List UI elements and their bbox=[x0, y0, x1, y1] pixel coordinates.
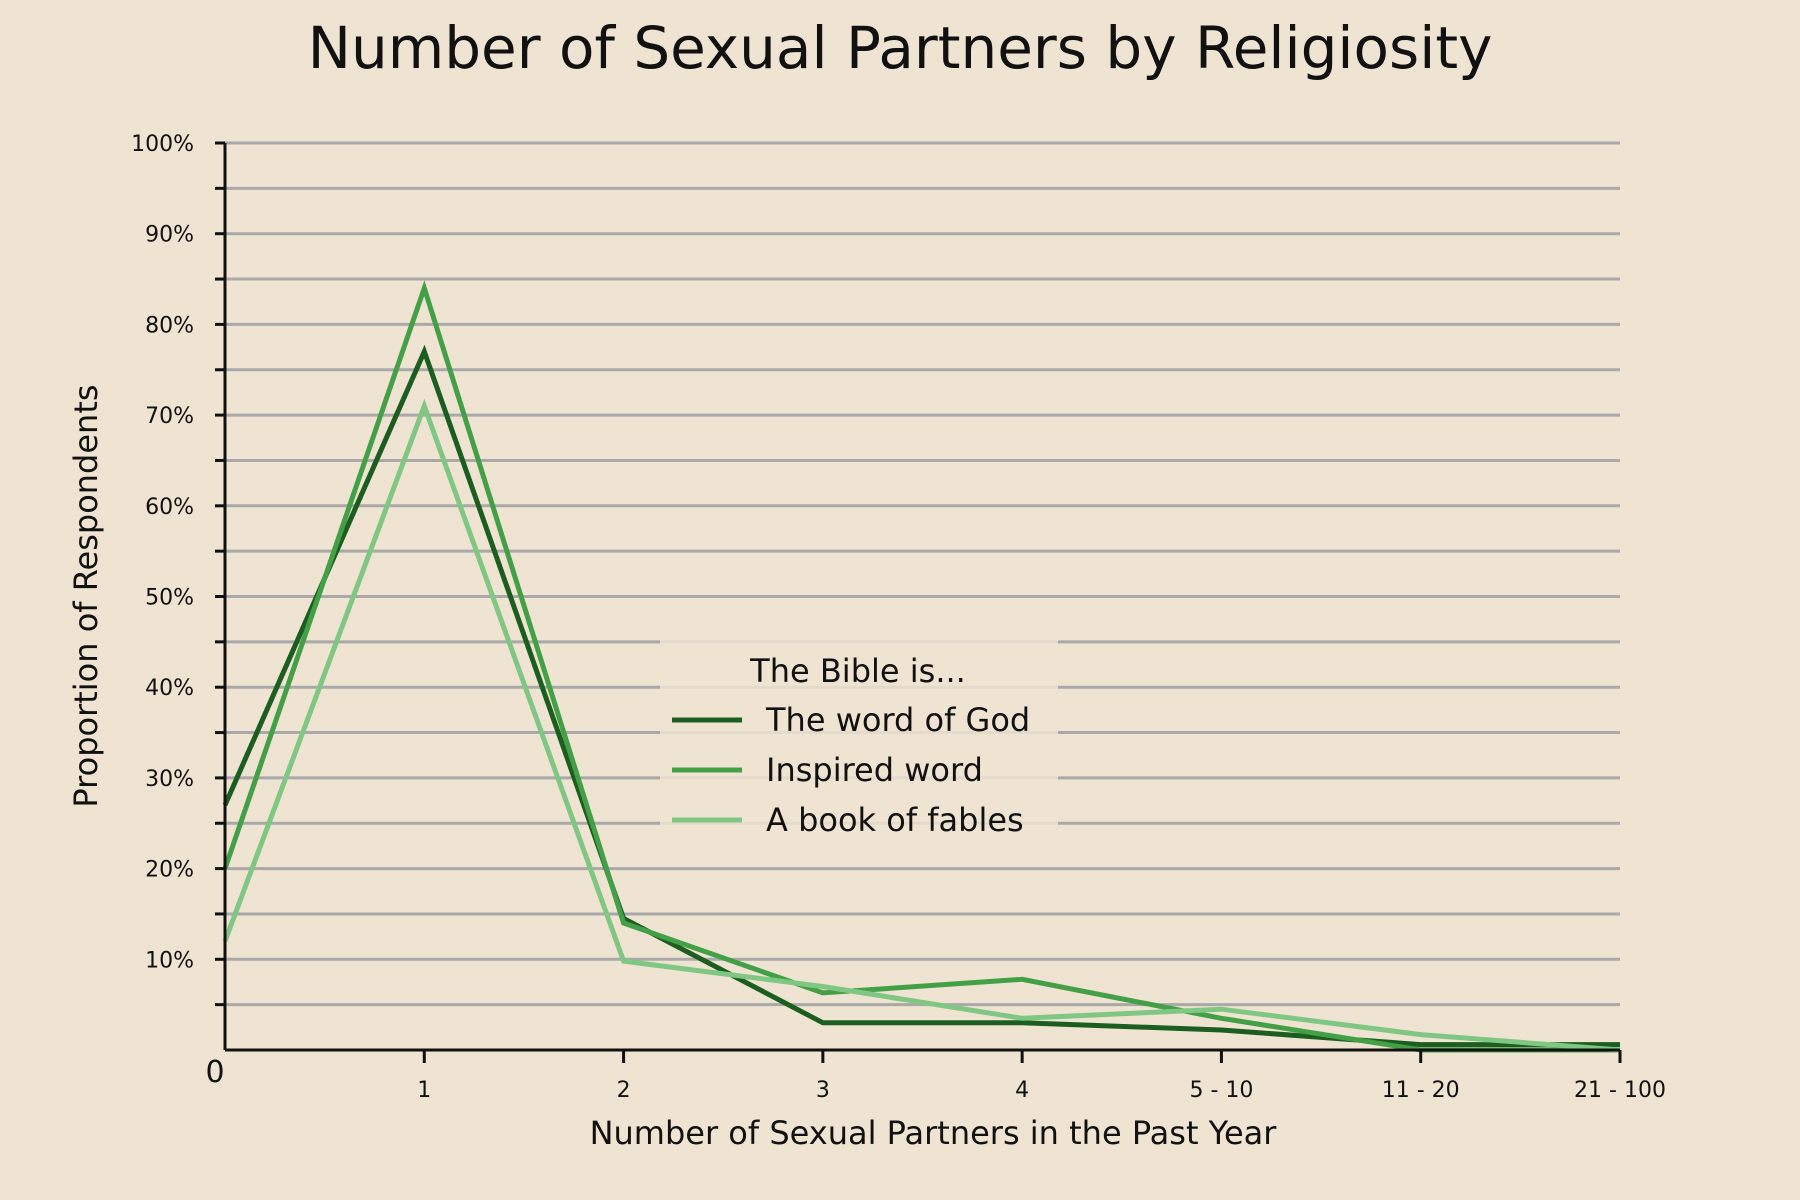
y-tick-label: 10% bbox=[145, 948, 194, 973]
series-line-3 bbox=[222, 398, 1621, 1053]
x-tick-label: 21 - 100 bbox=[1574, 1078, 1666, 1103]
axis-ticks: 10% 20% 30% 40% 50% 60% 70% 80% 90% 100% 1 2 3 4 5 - 1… bbox=[131, 132, 1666, 1103]
legend-label: A book of fables bbox=[766, 801, 1024, 839]
y-tick-label: 40% bbox=[145, 676, 194, 701]
legend-box bbox=[660, 640, 1058, 852]
x-tick-label: 5 - 10 bbox=[1189, 1078, 1253, 1103]
chart-title: Number of Sexual Partners by Religiosity bbox=[308, 14, 1493, 82]
legend: The Bible is... The word of God Inspired … bbox=[660, 640, 1058, 852]
series-line-1 bbox=[222, 344, 1620, 1048]
legend-label: Inspired word bbox=[766, 751, 983, 789]
legend-label: The word of God bbox=[765, 701, 1030, 739]
y-tick-label: 50% bbox=[145, 586, 194, 611]
legend-items: The word of God Inspired word A book of fa… bbox=[672, 701, 1030, 839]
y-tick-label: 80% bbox=[145, 313, 194, 338]
x-tick-label: 1 bbox=[417, 1078, 431, 1103]
x-tick-label: 3 bbox=[816, 1078, 830, 1103]
x-axis-label: Number of Sexual Partners in the Past Ye… bbox=[590, 1114, 1278, 1152]
legend-title: The Bible is... bbox=[749, 652, 966, 690]
x-tick-label-0: 0 bbox=[205, 1055, 224, 1090]
y-axis-label: Proportion of Respondents bbox=[67, 384, 105, 807]
y-tick-label: 60% bbox=[145, 495, 194, 520]
y-tick-label: 70% bbox=[145, 404, 194, 429]
x-tick-label: 4 bbox=[1015, 1078, 1029, 1103]
gridlines bbox=[225, 141, 1620, 1007]
y-tick-label: 90% bbox=[145, 223, 194, 248]
y-tick-label: 20% bbox=[145, 858, 194, 883]
series-lines bbox=[222, 280, 1621, 1053]
y-tick-label: 100% bbox=[131, 132, 194, 157]
x-tick-label: 2 bbox=[617, 1078, 631, 1103]
x-tick-label: 11 - 20 bbox=[1382, 1078, 1460, 1103]
series-line-2 bbox=[222, 280, 1620, 1053]
y-tick-label: 30% bbox=[145, 767, 194, 792]
